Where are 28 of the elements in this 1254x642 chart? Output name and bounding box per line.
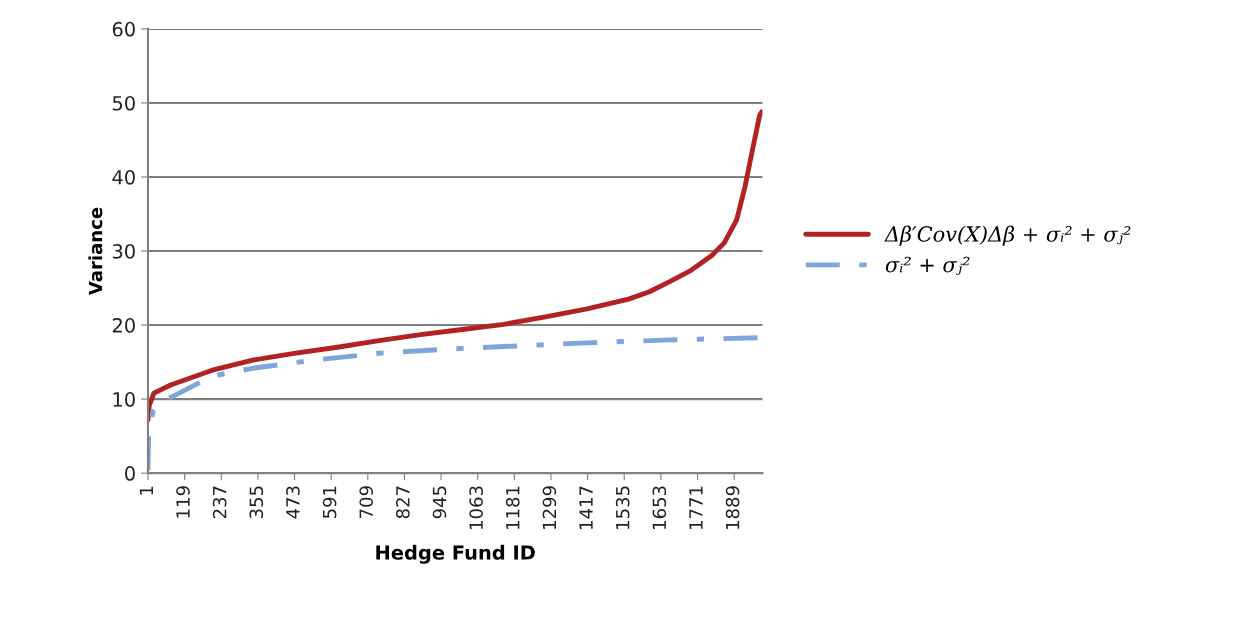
- x-tick-label: 237: [212, 486, 227, 519]
- x-tick-label: 1299: [542, 486, 557, 529]
- y-tick-label: 40: [112, 169, 135, 185]
- y-tick-label: 50: [112, 95, 135, 111]
- x-tick-label: 1535: [615, 486, 630, 529]
- x-tick-label: 945: [432, 486, 447, 519]
- y-tick-label: 30: [112, 243, 135, 259]
- x-tick-label: 827: [396, 486, 410, 519]
- x-tick-label: 119: [176, 486, 190, 518]
- x-tick-label: 355: [249, 486, 264, 519]
- y-axis-title: Variance: [88, 207, 103, 296]
- y-tick-label: 10: [113, 392, 135, 407]
- legend-label: Δβ′Cov(X)Δβ + σᵢ² + σⱼ²: [884, 225, 1131, 246]
- legend-label: σᵢ² + σⱼ²: [885, 256, 970, 275]
- x-tick-label: 1889: [725, 486, 740, 529]
- x-tick-label: 1181: [505, 486, 520, 529]
- x-tick-label: 591: [322, 486, 337, 519]
- x-axis-title: Hedge Fund ID: [376, 544, 535, 564]
- y-tick-label: 0: [125, 466, 135, 481]
- x-tick-label: 1417: [579, 486, 593, 529]
- x-tick-label: 1063: [469, 486, 483, 529]
- y-tick-label: 20: [112, 318, 135, 333]
- x-tick-label: 1: [139, 486, 153, 495]
- x-tick-label: 1653: [652, 486, 667, 529]
- y-tick-label: 60: [112, 21, 135, 37]
- x-tick-label: 473: [286, 486, 300, 519]
- x-tick-label: 1771: [689, 486, 703, 529]
- x-tick-label: 709: [359, 486, 374, 518]
